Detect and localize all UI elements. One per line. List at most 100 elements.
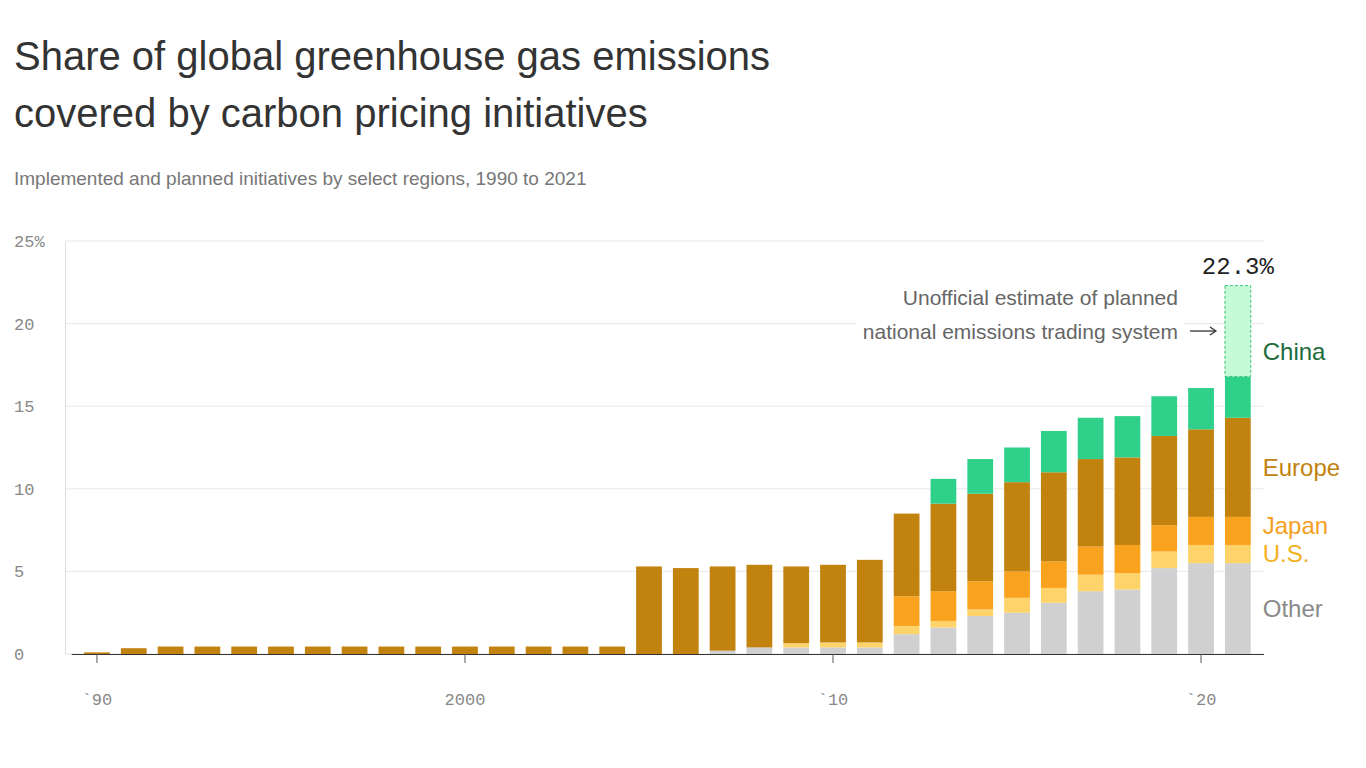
- bar-segment: [305, 646, 331, 647]
- bar-segment: [857, 560, 883, 643]
- bar-segment: [231, 646, 257, 647]
- y-tick-label: 5: [14, 563, 24, 582]
- bar-segment: [894, 514, 920, 597]
- bar-segment: [1004, 598, 1030, 613]
- bar-segment: [1151, 436, 1177, 525]
- grid-line: [65, 241, 1264, 242]
- bar-segment: [710, 566, 736, 650]
- bar-segment: [894, 596, 920, 626]
- bar-segment: [783, 566, 809, 643]
- x-tick-mark: [464, 654, 465, 663]
- bar-segment: [1151, 568, 1177, 654]
- bar-segment: [1004, 448, 1030, 483]
- bar-segment: [268, 646, 294, 647]
- total-label: 22.3%: [1202, 254, 1275, 281]
- bar-segment: [268, 647, 294, 654]
- bar-segment: [84, 652, 110, 654]
- legend: OtherU.S.JapanEuropeChina: [1263, 338, 1340, 622]
- bar-segment: [231, 647, 257, 654]
- title: Share of global greenhouse gas emissions: [14, 34, 770, 78]
- bar-segment: [1041, 431, 1067, 472]
- bar-segment: [379, 646, 405, 647]
- bar-segment: [489, 646, 515, 647]
- bar-segment: [636, 566, 662, 567]
- bar-segment: [967, 459, 993, 494]
- annotation-arrow: [1190, 330, 1216, 331]
- bar-segment: [894, 513, 920, 514]
- bar-segment: [1151, 552, 1177, 569]
- bar-segment: [1078, 459, 1104, 547]
- x-tick-label: `10: [818, 691, 849, 710]
- bar-segment: [747, 564, 773, 565]
- bar-segment: [1078, 575, 1104, 592]
- x-tick-label: `20: [1186, 691, 1217, 710]
- title: covered by carbon pricing initiatives: [14, 91, 648, 135]
- bar-segment: [1225, 376, 1251, 417]
- bar-segment: [489, 647, 515, 654]
- bar-segment: [1115, 416, 1141, 457]
- x-tick: `10: [818, 654, 849, 710]
- grid: [65, 241, 1264, 654]
- bar-segment: [1188, 429, 1214, 517]
- bar-segment: [894, 626, 920, 634]
- bar-segment: [931, 621, 957, 628]
- bar-segment: [967, 609, 993, 616]
- legend-label: Japan: [1263, 512, 1328, 539]
- bar-segment: [710, 566, 736, 567]
- bar-segment: [1004, 571, 1030, 597]
- bar-segment: [1041, 561, 1067, 587]
- x-tick-mark: [833, 654, 834, 663]
- x-tick-mark: [96, 654, 97, 663]
- x-tick-label: `90: [82, 691, 113, 710]
- bar-segment: [599, 646, 625, 647]
- bar-segment: [1151, 396, 1177, 436]
- y-tick-label: 20: [14, 316, 34, 335]
- y-tick: 20: [14, 316, 65, 335]
- x-tick: 2000: [445, 654, 486, 710]
- bar-segment: [379, 647, 405, 654]
- bar-segment: [563, 646, 589, 647]
- bar-segment: [1041, 472, 1067, 561]
- bar-segment: [1115, 457, 1141, 545]
- x-tick: `90: [82, 654, 113, 710]
- bar-segment: [158, 647, 184, 654]
- subtitle: Implemented and planned initiatives by s…: [14, 168, 587, 189]
- bar-segment: [526, 647, 552, 654]
- bar-segment: [1078, 547, 1104, 575]
- y-tick: 10: [14, 481, 65, 500]
- y-tick-label: 15: [14, 398, 34, 417]
- bar-segment: [783, 566, 809, 567]
- planned-bar-segment: [1225, 286, 1251, 377]
- bar-segment: [747, 647, 773, 654]
- bar-segment: [931, 479, 957, 504]
- bar-segment: [526, 646, 552, 647]
- bar-segment: [857, 559, 883, 560]
- bar-segment: [452, 646, 478, 647]
- bar-segment: [857, 647, 883, 654]
- annotation-text: national emissions trading system: [863, 320, 1178, 343]
- y-tick: 5: [14, 563, 65, 582]
- bar-segment: [1188, 388, 1214, 429]
- bar-segment: [158, 646, 184, 647]
- x-axis-line: [72, 654, 1264, 655]
- annotation: Unofficial estimate of plannednational e…: [857, 283, 1216, 346]
- x-tick: `20: [1186, 654, 1217, 710]
- bar-segment: [1115, 573, 1141, 590]
- bar-segment: [599, 647, 625, 654]
- bar-segment: [820, 642, 846, 647]
- bar-segment: [931, 504, 957, 592]
- y-tick-label: 0: [14, 646, 24, 665]
- bar-segment: [931, 628, 957, 654]
- bar-segment: [452, 647, 478, 654]
- bar-segment: [121, 648, 147, 654]
- bar-segment: [1225, 418, 1251, 517]
- bar-segment: [415, 646, 441, 647]
- bar-segment: [967, 494, 993, 582]
- bar-segment: [931, 591, 957, 621]
- bar-segment: [1188, 563, 1214, 654]
- bar-segment: [1188, 517, 1214, 545]
- bar-segment: [342, 646, 368, 647]
- y-tick-label: 25%: [14, 233, 45, 252]
- bar-segment: [1041, 588, 1067, 603]
- bar-segment: [967, 616, 993, 654]
